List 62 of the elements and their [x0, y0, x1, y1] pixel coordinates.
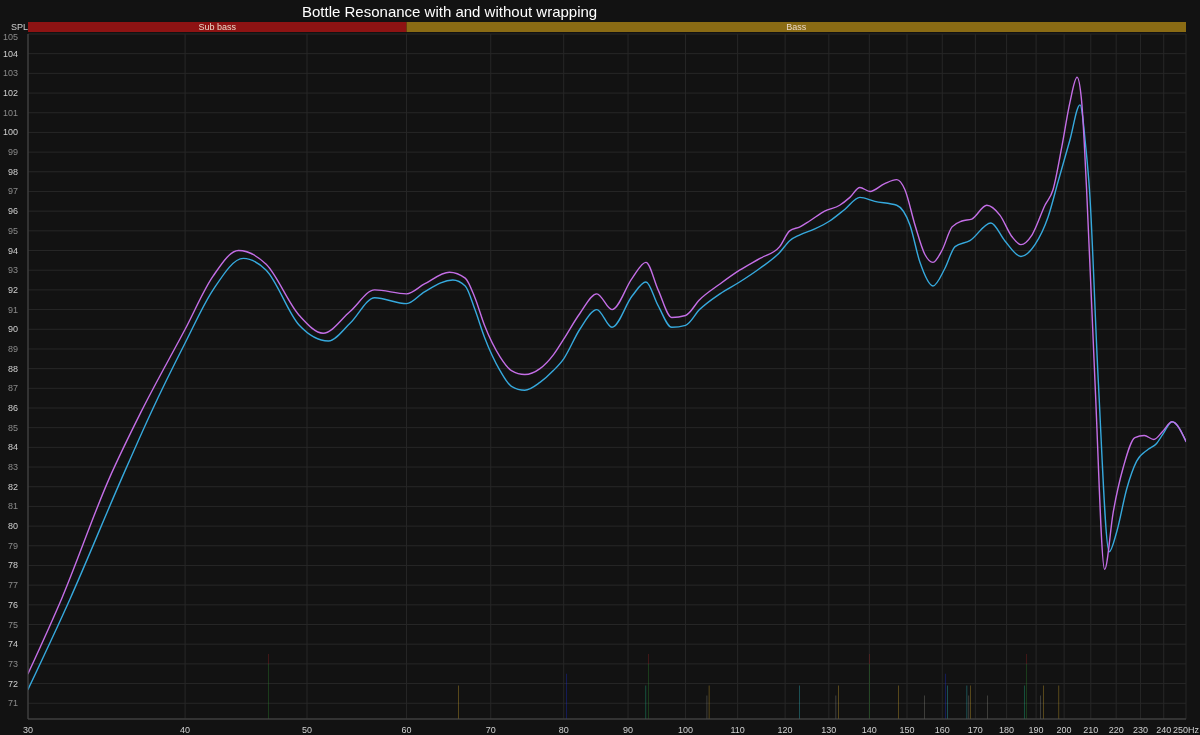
chart-title: Bottle Resonance with and without wrapping [302, 3, 598, 20]
y-tick-label: 73 [7, 658, 18, 669]
y-tick-label: 94 [7, 245, 18, 256]
x-tick-label: 240 [1156, 725, 1172, 735]
y-tick-label: 86 [7, 402, 18, 413]
y-tick-label: 95 [7, 225, 18, 236]
y-tick-label: 74 [7, 639, 18, 650]
y-tick-label: 99 [7, 147, 18, 158]
y-tick-label: 81 [7, 501, 18, 512]
x-tick-label: 210 [1083, 725, 1099, 735]
y-tick-label: 89 [7, 343, 18, 354]
x-tick-label: 80 [558, 725, 569, 735]
y-tick-label: 84 [7, 442, 18, 453]
y-tick-label: 79 [7, 540, 18, 551]
y-tick-label: 78 [7, 560, 18, 571]
y-tick-label: 91 [7, 304, 18, 315]
y-tick-label: 101 [2, 107, 18, 118]
x-tick-label: 120 [777, 725, 793, 735]
x-tick-label: 70 [485, 725, 496, 735]
x-tick-label: 190 [1028, 725, 1044, 735]
x-tick-label: 180 [999, 725, 1015, 735]
y-tick-label: 72 [7, 678, 18, 689]
x-tick-label: 200 [1056, 725, 1072, 735]
series-label: Bass [786, 22, 807, 32]
y-tick-label: 85 [7, 422, 18, 433]
y-tick-label: 103 [2, 68, 18, 79]
y-tick-label: 83 [7, 462, 18, 473]
x-tick-label: 100 [678, 725, 694, 735]
y-tick-label: 77 [7, 580, 18, 591]
x-tick-label: 130 [821, 725, 837, 735]
x-tick-label: 60 [401, 725, 412, 735]
x-tick-label: 160 [934, 725, 950, 735]
y-tick-label: 104 [2, 48, 18, 59]
x-tick-label: 230 [1132, 725, 1148, 735]
x-tick-label: 30 [22, 725, 34, 735]
x-tick-label: 40 [180, 725, 191, 735]
y-tick-label: 82 [7, 481, 18, 492]
y-tick-label: 75 [7, 619, 18, 630]
y-tick-label: 87 [7, 383, 18, 394]
x-tick-label: 90 [623, 725, 634, 735]
y-tick-label: 102 [2, 88, 18, 99]
x-tick-label: 220 [1108, 725, 1124, 735]
x-tick-label: 150 [899, 725, 915, 735]
y-tick-label: 96 [7, 206, 18, 217]
series-label: Sub bass [198, 22, 237, 32]
y-tick-label: 100 [2, 127, 18, 138]
y-axis-title: SPL [11, 22, 29, 32]
x-tick-label: 50 [301, 725, 312, 735]
x-tick-label: 250Hz [1172, 725, 1200, 735]
x-tick-label: 170 [967, 725, 983, 735]
y-tick-label: 90 [7, 324, 18, 335]
x-tick-label: 140 [861, 725, 877, 735]
y-tick-label: 76 [7, 599, 18, 610]
y-tick-label: 88 [7, 363, 18, 374]
y-tick-label: 80 [7, 521, 18, 532]
y-tick-label: 71 [7, 698, 18, 709]
y-tick-label: 92 [7, 284, 18, 295]
x-tick-label: 110 [730, 725, 745, 735]
y-tick-label: 93 [7, 265, 18, 276]
y-tick-label: 97 [7, 186, 18, 197]
y-tick-label: 105 [2, 32, 18, 42]
y-tick-label: 98 [7, 166, 18, 177]
